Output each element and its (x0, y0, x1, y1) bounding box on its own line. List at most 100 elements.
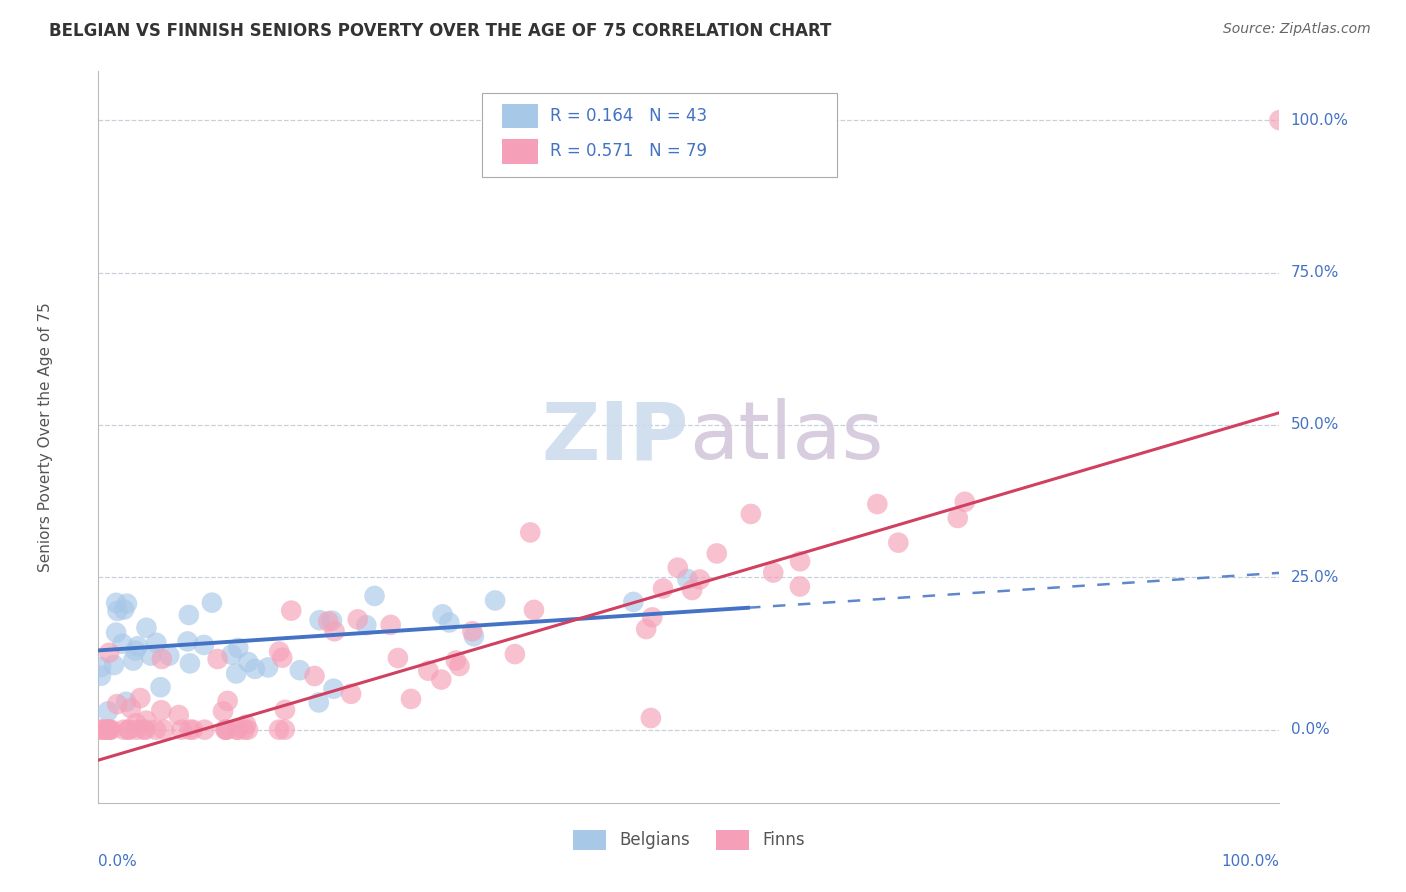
Point (167, 708, 190, 723)
Point (340, 687, 363, 701)
Point (150, 703, 173, 717)
Point (105, 596, 128, 610)
Point (666, 560, 689, 574)
Point (112, 602, 135, 616)
Point (226, 723, 249, 737)
Point (418, 664, 440, 678)
Point (153, 723, 176, 737)
Text: Seniors Poverty Over the Age of 75: Seniors Poverty Over the Age of 75 (38, 302, 53, 572)
Point (111, 637, 134, 651)
Text: ZIP: ZIP (541, 398, 689, 476)
Point (271, 650, 294, 665)
Point (96, 723, 118, 737)
Point (212, 704, 235, 718)
Point (217, 694, 239, 708)
Point (866, 497, 889, 511)
Point (177, 607, 200, 622)
Point (221, 648, 243, 662)
Point (100, 723, 122, 737)
Point (214, 723, 236, 737)
Point (463, 629, 485, 643)
Point (233, 723, 256, 737)
Point (308, 613, 330, 627)
Text: BELGIAN VS FINNISH SENIORS POVERTY OVER THE AGE OF 75 CORRELATION CHART: BELGIAN VS FINNISH SENIORS POVERTY OVER … (49, 22, 831, 40)
Point (636, 622, 658, 636)
Text: 25.0%: 25.0% (1291, 570, 1339, 585)
Point (484, 593, 506, 607)
Point (461, 624, 484, 639)
Point (503, 647, 526, 661)
Point (215, 723, 238, 737)
Text: 100.0%: 100.0% (1222, 854, 1279, 869)
Point (449, 659, 471, 673)
Point (103, 658, 125, 673)
Point (308, 696, 330, 710)
Point (90, 660, 112, 674)
Text: 75.0%: 75.0% (1291, 265, 1339, 280)
Point (519, 525, 541, 540)
Point (321, 614, 343, 628)
Point (194, 723, 217, 737)
Point (267, 723, 290, 737)
Point (225, 666, 247, 681)
Text: R = 0.571   N = 79: R = 0.571 N = 79 (550, 142, 707, 160)
Point (640, 711, 662, 725)
Point (641, 610, 664, 624)
Point (274, 723, 297, 737)
Point (288, 663, 311, 677)
Point (269, 644, 291, 658)
Point (280, 604, 302, 618)
Point (112, 723, 135, 737)
FancyBboxPatch shape (502, 104, 537, 128)
Point (274, 703, 297, 717)
Point (226, 640, 249, 655)
Point (97, 723, 120, 737)
Point (946, 511, 969, 525)
Point (115, 695, 138, 709)
Point (789, 580, 811, 594)
Point (149, 680, 172, 694)
Point (129, 691, 152, 706)
Point (105, 625, 128, 640)
Point (621, 595, 644, 609)
Point (439, 615, 461, 630)
Point (125, 716, 148, 731)
Point (150, 652, 173, 666)
Point (132, 723, 155, 737)
Point (170, 723, 193, 737)
Point (215, 723, 238, 737)
FancyBboxPatch shape (482, 94, 837, 178)
FancyBboxPatch shape (502, 139, 537, 163)
Point (157, 648, 180, 663)
Point (236, 723, 259, 737)
Point (1268, 113, 1291, 128)
Point (145, 723, 167, 737)
Point (179, 657, 201, 671)
Point (117, 723, 139, 737)
Point (323, 624, 346, 639)
Point (139, 648, 162, 663)
Point (740, 507, 762, 521)
Point (122, 654, 145, 668)
Point (107, 604, 129, 618)
Point (387, 651, 409, 665)
Point (322, 681, 344, 696)
Point (98, 723, 121, 737)
Point (97, 705, 120, 719)
Text: atlas: atlas (689, 398, 883, 476)
Point (346, 612, 368, 626)
Point (118, 723, 141, 737)
Point (201, 596, 224, 610)
Point (444, 654, 467, 668)
Point (94, 723, 117, 737)
Point (523, 603, 546, 617)
Point (98, 646, 121, 660)
Point (238, 655, 260, 669)
Legend: Belgians, Finns: Belgians, Finns (567, 823, 811, 856)
Point (115, 597, 138, 611)
Point (124, 643, 146, 657)
Point (356, 618, 378, 632)
Point (706, 546, 728, 560)
Point (120, 701, 142, 715)
Point (176, 634, 198, 648)
